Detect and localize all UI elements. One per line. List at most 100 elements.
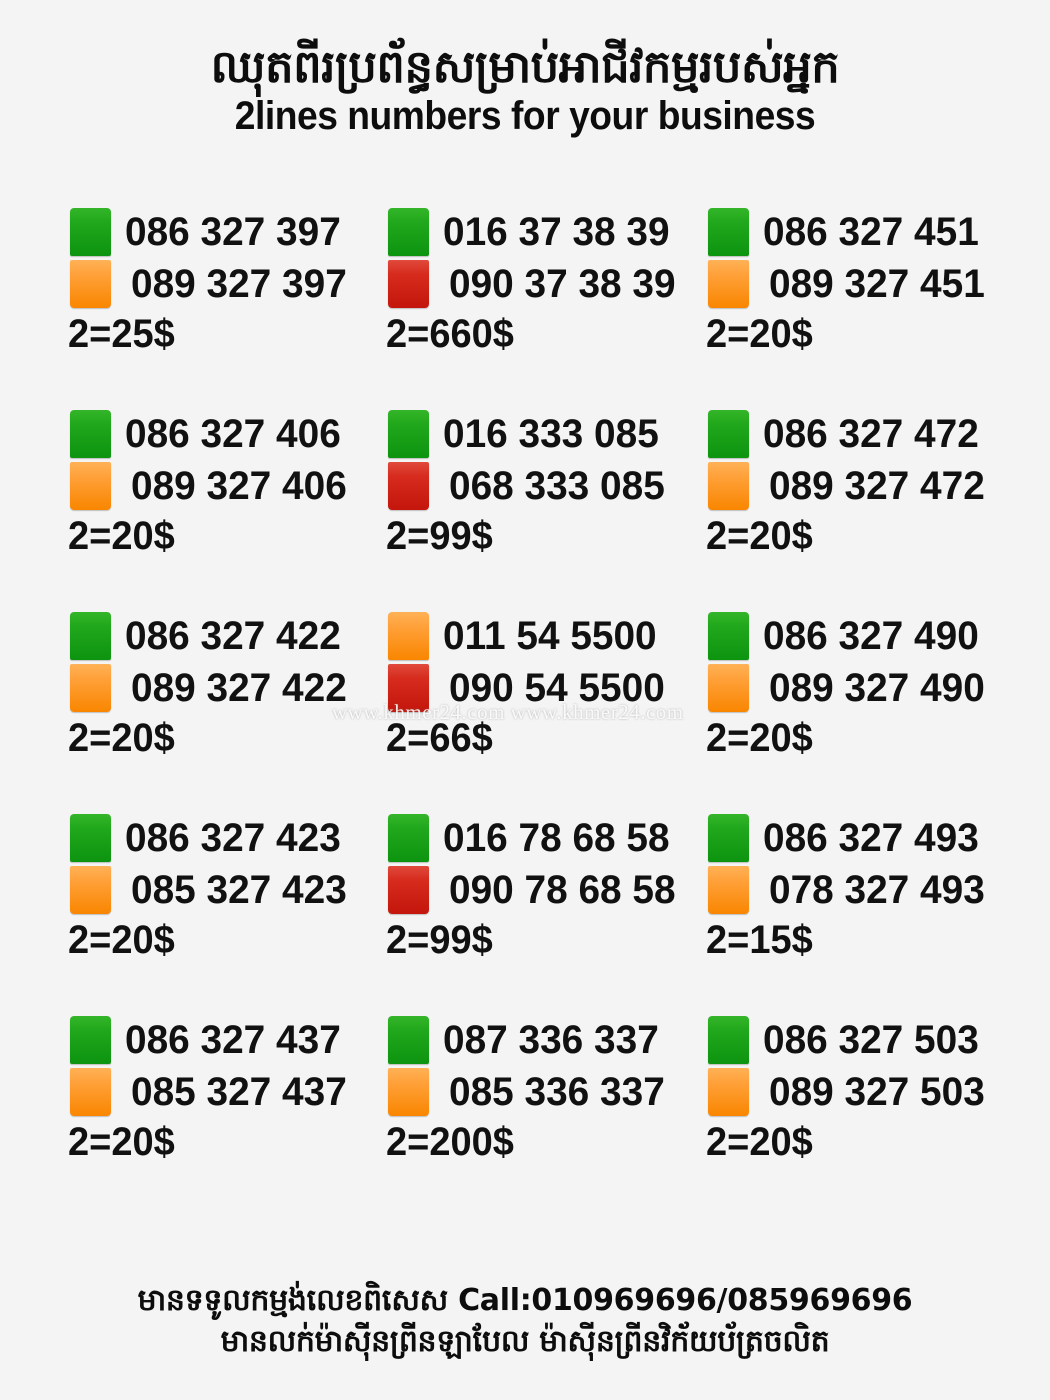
- offer-card[interactable]: 086 327 397 089 327 397 2=25$: [0, 206, 347, 408]
- offer-card[interactable]: 086 327 422 089 327 422 2=20$: [0, 610, 347, 812]
- offer-card[interactable]: 086 327 472 089 327 472 2=20$: [640, 408, 1050, 610]
- offer-price: 2=20$: [68, 514, 175, 558]
- offer-number-line[interactable]: 011 54 5500: [388, 610, 657, 662]
- phone-number[interactable]: 089 327 422: [131, 665, 347, 710]
- phone-number[interactable]: 085 327 437: [131, 1069, 347, 1114]
- offer-number-line[interactable]: 016 333 085: [388, 408, 659, 460]
- offer-number-line[interactable]: 078 327 493: [708, 864, 1050, 916]
- red-square-icon: [388, 866, 429, 914]
- green-square-icon: [708, 612, 749, 660]
- phone-number[interactable]: 086 327 451: [763, 209, 979, 254]
- offer-number-line[interactable]: 086 327 503: [708, 1014, 1050, 1066]
- phone-number[interactable]: 085 336 337: [449, 1069, 665, 1114]
- green-square-icon: [708, 208, 749, 256]
- green-square-icon: [708, 1016, 749, 1064]
- red-square-icon: [388, 260, 429, 308]
- offer-number-line[interactable]: 089 327 472: [708, 460, 1050, 512]
- offer-price: 2=15$: [706, 918, 813, 962]
- phone-number[interactable]: 090 37 38 39: [449, 261, 676, 306]
- offer-number-line[interactable]: 090 54 5500: [388, 662, 665, 714]
- offer-number-line[interactable]: 090 78 68 58: [388, 864, 676, 916]
- offer-number-line[interactable]: 085 327 437: [70, 1066, 347, 1118]
- offer-price: 2=20$: [68, 716, 175, 760]
- offer-card[interactable]: 086 327 493 078 327 493 2=15$: [640, 812, 1050, 1014]
- orange-square-icon: [70, 1068, 111, 1116]
- phone-number[interactable]: 086 327 437: [125, 1017, 341, 1062]
- green-square-icon: [388, 1016, 429, 1064]
- offer-number-line[interactable]: 089 327 490: [708, 662, 1050, 714]
- green-square-icon: [388, 208, 429, 256]
- phone-number[interactable]: 086 327 490: [763, 613, 979, 658]
- offer-card[interactable]: 086 327 451 089 327 451 2=20$: [640, 206, 1050, 408]
- offer-number-line[interactable]: 087 336 337: [388, 1014, 659, 1066]
- offer-card[interactable]: 016 333 085 068 333 085 2=99$: [320, 408, 665, 610]
- offer-number-line[interactable]: 086 327 422: [70, 610, 341, 662]
- offer-card[interactable]: 086 327 437 085 327 437 2=20$: [0, 1014, 347, 1216]
- phone-number[interactable]: 078 327 493: [769, 867, 985, 912]
- offer-card[interactable]: 016 37 38 39 090 37 38 39 2=660$: [320, 206, 676, 408]
- phone-number[interactable]: 016 333 085: [443, 411, 659, 456]
- offer-number-line[interactable]: 085 327 423: [70, 864, 347, 916]
- offer-card[interactable]: 086 327 490 089 327 490 2=20$: [640, 610, 1050, 812]
- offer-card[interactable]: 086 327 503 089 327 503 2=20$: [640, 1014, 1050, 1216]
- offer-number-line[interactable]: 016 37 38 39: [388, 206, 670, 258]
- offer-number-line[interactable]: 089 327 406: [70, 460, 347, 512]
- orange-square-icon: [70, 260, 111, 308]
- phone-number[interactable]: 089 327 490: [769, 665, 985, 710]
- offer-number-line[interactable]: 086 327 406: [70, 408, 341, 460]
- offer-number-line[interactable]: 086 327 472: [708, 408, 1050, 460]
- phone-number[interactable]: 089 327 472: [769, 463, 985, 508]
- green-square-icon: [70, 208, 111, 256]
- phone-number[interactable]: 090 54 5500: [449, 665, 665, 710]
- offer-number-line[interactable]: 085 336 337: [388, 1066, 665, 1118]
- offer-number-line[interactable]: 016 78 68 58: [388, 812, 670, 864]
- phone-number[interactable]: 068 333 085: [449, 463, 665, 508]
- orange-square-icon: [708, 462, 749, 510]
- offer-card[interactable]: 086 327 406 089 327 406 2=20$: [0, 408, 347, 610]
- phone-number[interactable]: 016 78 68 58: [443, 815, 670, 860]
- offer-number-line[interactable]: 089 327 451: [708, 258, 1050, 310]
- offers-row: 086 327 437 085 327 437 2=20$ 087 336 337 08…: [0, 1014, 1050, 1216]
- phone-number[interactable]: 016 37 38 39: [443, 209, 670, 254]
- offer-price: 2=20$: [706, 312, 813, 356]
- phone-number[interactable]: 087 336 337: [443, 1017, 659, 1062]
- phone-number[interactable]: 086 327 503: [763, 1017, 979, 1062]
- offer-price: 2=20$: [706, 514, 813, 558]
- offer-number-line[interactable]: 089 327 503: [708, 1066, 1050, 1118]
- offer-price: 2=20$: [68, 918, 175, 962]
- offer-number-line[interactable]: 086 327 490: [708, 610, 1050, 662]
- phone-number[interactable]: 090 78 68 58: [449, 867, 676, 912]
- phone-number[interactable]: 089 327 451: [769, 261, 985, 306]
- offer-number-line[interactable]: 090 37 38 39: [388, 258, 676, 310]
- offer-number-line[interactable]: 086 327 397: [70, 206, 341, 258]
- offer-number-line[interactable]: 086 327 437: [70, 1014, 341, 1066]
- footer-services-line: មានលក់ម៉ាស៊ីនព្រីនឡាបែល ម៉ាស៊ីនព្រីនវិក័…: [220, 1323, 830, 1359]
- phone-number[interactable]: 089 327 503: [769, 1069, 985, 1114]
- offer-number-line[interactable]: 086 327 493: [708, 812, 1050, 864]
- phone-number[interactable]: 086 327 423: [125, 815, 341, 860]
- footer-contact-line: មានទទូលកម្មង់លេខពិសេស Call:010969696/085…: [137, 1283, 913, 1318]
- phone-number[interactable]: 089 327 406: [131, 463, 347, 508]
- offer-card[interactable]: 016 78 68 58 090 78 68 58 2=99$: [320, 812, 676, 1014]
- offer-number-line[interactable]: 086 327 423: [70, 812, 341, 864]
- offer-number-line[interactable]: 089 327 397: [70, 258, 347, 310]
- offers-row: 086 327 397 089 327 397 2=25$ 016 37 38 39 0…: [0, 206, 1050, 408]
- offer-card[interactable]: 086 327 423 085 327 423 2=20$: [0, 812, 347, 1014]
- offer-price: 2=200$: [386, 1120, 514, 1164]
- phone-number[interactable]: 086 327 397: [125, 209, 341, 254]
- phone-number[interactable]: 086 327 422: [125, 613, 341, 658]
- phone-number[interactable]: 086 327 406: [125, 411, 341, 456]
- page-title-english: 2lines numbers for your business: [234, 94, 816, 138]
- offer-number-line[interactable]: 068 333 085: [388, 460, 665, 512]
- offer-card[interactable]: 087 336 337 085 336 337 2=200$: [320, 1014, 665, 1216]
- phone-number[interactable]: 089 327 397: [131, 261, 347, 306]
- orange-square-icon: [70, 866, 111, 914]
- offer-price: 2=25$: [68, 312, 175, 356]
- phone-number[interactable]: 011 54 5500: [443, 613, 657, 658]
- offer-number-line[interactable]: 086 327 451: [708, 206, 1050, 258]
- phone-number[interactable]: 085 327 423: [131, 867, 347, 912]
- phone-number[interactable]: 086 327 493: [763, 815, 979, 860]
- offer-number-line[interactable]: 089 327 422: [70, 662, 347, 714]
- offer-card[interactable]: 011 54 5500 090 54 5500 2=66$: [320, 610, 665, 812]
- phone-number[interactable]: 086 327 472: [763, 411, 979, 456]
